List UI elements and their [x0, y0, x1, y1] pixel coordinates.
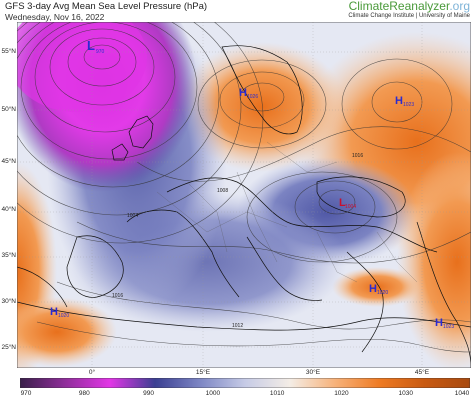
- lat-label: 50°N: [1, 106, 16, 113]
- isobar-label: 1012: [232, 323, 243, 329]
- isobar-label: 1016: [112, 293, 123, 299]
- coastlines: [17, 45, 471, 368]
- high-center-africa: H 1020: [369, 283, 388, 296]
- lat-label: 45°N: [1, 158, 16, 165]
- colorbar-tick-label: 970: [20, 390, 32, 397]
- lon-label: 15°E: [195, 369, 211, 376]
- center-value: 1004: [345, 204, 356, 210]
- pressure-map: 1004 1008 1016 1012 1016 L 970 H 1026 H …: [17, 22, 471, 368]
- high-center-east: H 1023: [395, 95, 414, 108]
- center-value: 1026: [247, 94, 258, 100]
- lat-label: 30°N: [1, 298, 16, 305]
- map-title: GFS 3-day Avg Mean Sea Level Pressure (h…: [5, 1, 208, 12]
- brand-name: ClimateReanalyzer: [348, 0, 450, 13]
- colorbar-tick-label: 990: [143, 390, 154, 397]
- lat-label: 40°N: [1, 206, 16, 213]
- center-value: 1023: [443, 324, 454, 330]
- lat-label: 35°N: [1, 252, 16, 259]
- colorbar-tick-label: 1000: [205, 390, 221, 397]
- map-date: Wednesday, Nov 16, 2022: [5, 12, 105, 22]
- graticule: [17, 22, 471, 368]
- colorbar: [20, 378, 470, 388]
- lat-label: 55°N: [1, 48, 16, 55]
- high-symbol: H: [50, 306, 58, 318]
- colorbar-tick-label: 1010: [269, 390, 285, 397]
- lat-label: 25°N: [1, 344, 16, 351]
- brand-suffix: .org: [449, 0, 470, 13]
- center-value: 1020: [377, 290, 388, 296]
- low-center-black-sea: L 1004: [339, 197, 356, 210]
- low-center-atlantic: L 970: [87, 38, 105, 55]
- high-symbol: H: [435, 317, 443, 329]
- isobar-label: 1016: [352, 153, 363, 159]
- brand-tagline: Climate Change Institute | University of…: [348, 13, 470, 19]
- high-symbol: H: [395, 95, 403, 107]
- isobar-label: 1008: [217, 188, 228, 194]
- lon-label: 0°: [88, 369, 96, 376]
- high-symbol: H: [239, 87, 247, 99]
- high-center-iran: H 1023: [435, 317, 454, 330]
- colorbar-gradient: [20, 378, 470, 388]
- brand-block[interactable]: ClimateReanalyzer.org Climate Change Ins…: [348, 0, 470, 20]
- high-symbol: H: [369, 283, 377, 295]
- colorbar-tick-label: 1020: [334, 390, 349, 397]
- center-value: 970: [96, 49, 105, 55]
- high-center-scandinavia: H 1026: [239, 87, 258, 100]
- center-value: 1020: [58, 313, 69, 319]
- lon-label: 30°E: [305, 369, 321, 376]
- colorbar-tick-label: 980: [78, 390, 90, 397]
- brand-logo[interactable]: ClimateReanalyzer.org: [348, 0, 470, 12]
- low-symbol: L: [87, 38, 95, 53]
- isobar-label: 1004: [127, 213, 138, 219]
- colorbar-tick-label: 1030: [398, 390, 413, 397]
- lon-label: 45°E: [414, 369, 430, 376]
- colorbar-tick-label: 1040: [454, 390, 470, 397]
- isobar-lines: [17, 22, 471, 353]
- center-value: 1023: [403, 102, 414, 108]
- high-center-west: H 1020: [50, 306, 69, 319]
- low-symbol: L: [339, 197, 346, 209]
- high-pressure-region-africa: [332, 267, 422, 307]
